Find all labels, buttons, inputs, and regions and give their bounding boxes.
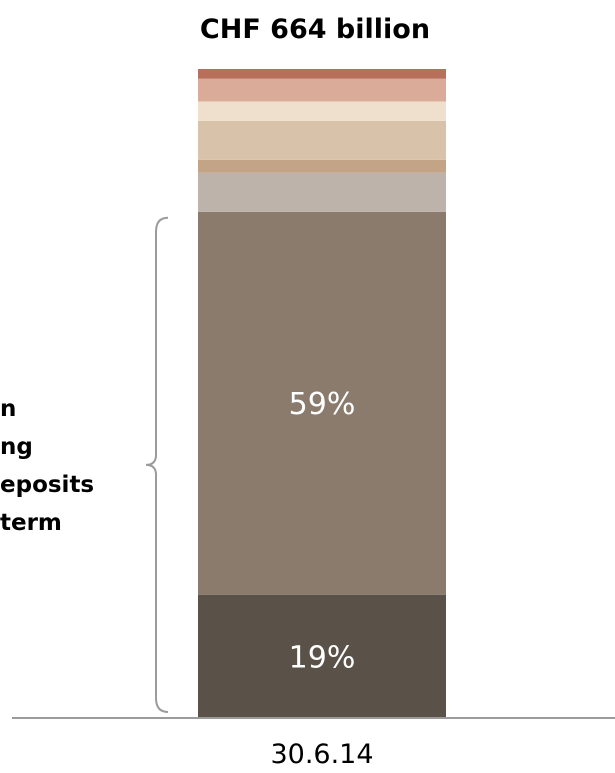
bracket-label-line-1: n	[0, 396, 16, 422]
bar-segment-8	[198, 69, 446, 79]
chart-total-label: CHF 664 billion	[200, 14, 430, 45]
bracket	[145, 216, 169, 713]
bracket-label-line-4: term	[0, 510, 62, 536]
bar-segment-3	[198, 172, 446, 212]
bar-segment-4	[198, 159, 446, 173]
bar-segments	[198, 69, 446, 718]
bracket-label-line-3: eposits	[0, 472, 94, 498]
bar-segment-2	[198, 211, 446, 595]
bracket-label: n ng eposits term	[0, 396, 94, 536]
bar-segment-label-1: 19%	[289, 640, 356, 675]
x-tick-label: 30.6.14	[270, 739, 373, 770]
bar-segment-label-2: 59%	[289, 387, 356, 422]
bracket-label-line-2: ng	[0, 434, 33, 460]
bar-segment-labels: 19% 59%	[289, 387, 356, 675]
bar-segment-1	[198, 594, 446, 718]
bar-segment-5	[198, 120, 446, 160]
bar-segment-7	[198, 78, 446, 102]
bar-segment-6	[198, 101, 446, 121]
